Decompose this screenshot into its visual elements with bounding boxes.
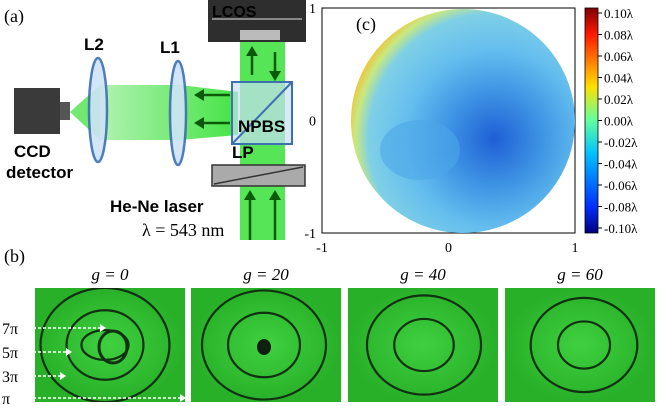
panel-label: (c) — [356, 14, 376, 35]
label-ccd: CCD — [14, 142, 51, 161]
label-lcos: LCOS — [212, 4, 257, 21]
panel-label: (b) — [4, 246, 25, 267]
colorbar-tick-label: 0.10λ — [604, 6, 634, 21]
ccd-body — [14, 88, 60, 134]
phase-map: (c) 0.10λ 0.08λ 0.06λ 0.04λ 0.02λ 0.00λ -0.02λ… — [322, 6, 638, 236]
x-tick-label: 1 — [572, 241, 579, 256]
colorbar-tick-label: -0.04λ — [604, 157, 638, 172]
fringe-label: 5π — [2, 345, 18, 362]
setup-diagram: (a) LCOS L2 L1 NPBS CCD detector LP He-N… — [4, 0, 306, 240]
y-tick-label: -1 — [304, 227, 316, 242]
x-tick-label: 0 — [445, 241, 452, 256]
label-l1: L1 — [160, 38, 180, 57]
lens — [89, 58, 107, 162]
colorbar-tick-label: -0.10λ — [604, 221, 638, 236]
colorbar-tick-label: 0.04λ — [604, 71, 634, 86]
image-bg — [348, 288, 498, 402]
colorbar-tick-label: 0.00λ — [604, 114, 634, 129]
label-laser: He-Ne laser — [110, 197, 204, 216]
x-tick-label: -1 — [316, 241, 328, 256]
colorbar — [585, 8, 598, 233]
label-npbs: NPBS — [238, 117, 285, 136]
image-title: g = 20 — [243, 265, 289, 284]
colorbar-tick-label: 0.06λ — [604, 49, 634, 64]
y-tick-label: 0 — [309, 115, 316, 130]
fringe-label: 3π — [2, 369, 18, 386]
panel-label: (a) — [4, 6, 24, 27]
interferogram — [191, 288, 341, 402]
interferogram — [348, 288, 498, 402]
fringe-label: π — [2, 391, 10, 406]
interferograms: (b) g = 0 g = 20 g = 40 g = 60 7π 5π 3π π — [2, 246, 655, 406]
image-bg — [505, 288, 655, 402]
phase-disk — [351, 9, 575, 233]
label-l2: L2 — [84, 35, 104, 54]
y-tick-label: 1 — [309, 2, 316, 17]
interferogram — [505, 288, 655, 402]
colorbar-tick-label: -0.08λ — [604, 200, 638, 215]
label-detector: detector — [6, 163, 73, 182]
phase-region — [380, 120, 460, 180]
colorbar-tick-label: -0.02λ — [604, 135, 638, 150]
label-lp: LP — [232, 143, 254, 162]
label-wavelength: λ = 543 nm — [142, 220, 224, 240]
colorbar-tick-label: -0.06λ — [604, 178, 638, 193]
interferogram — [35, 288, 185, 402]
colorbar-tick-label: 0.02λ — [604, 92, 634, 107]
lcos-panel — [240, 30, 280, 40]
ccd-lens — [60, 102, 70, 120]
colorbar-tick-label: 0.08λ — [604, 28, 634, 43]
fringe-label: 7π — [2, 321, 18, 338]
spot — [257, 339, 271, 355]
image-title: g = 40 — [400, 265, 446, 284]
figure: (a) LCOS L2 L1 NPBS CCD detector LP He-N… — [0, 0, 657, 406]
lens — [170, 61, 186, 165]
image-title: g = 0 — [92, 265, 129, 284]
image-title: g = 60 — [557, 265, 603, 284]
